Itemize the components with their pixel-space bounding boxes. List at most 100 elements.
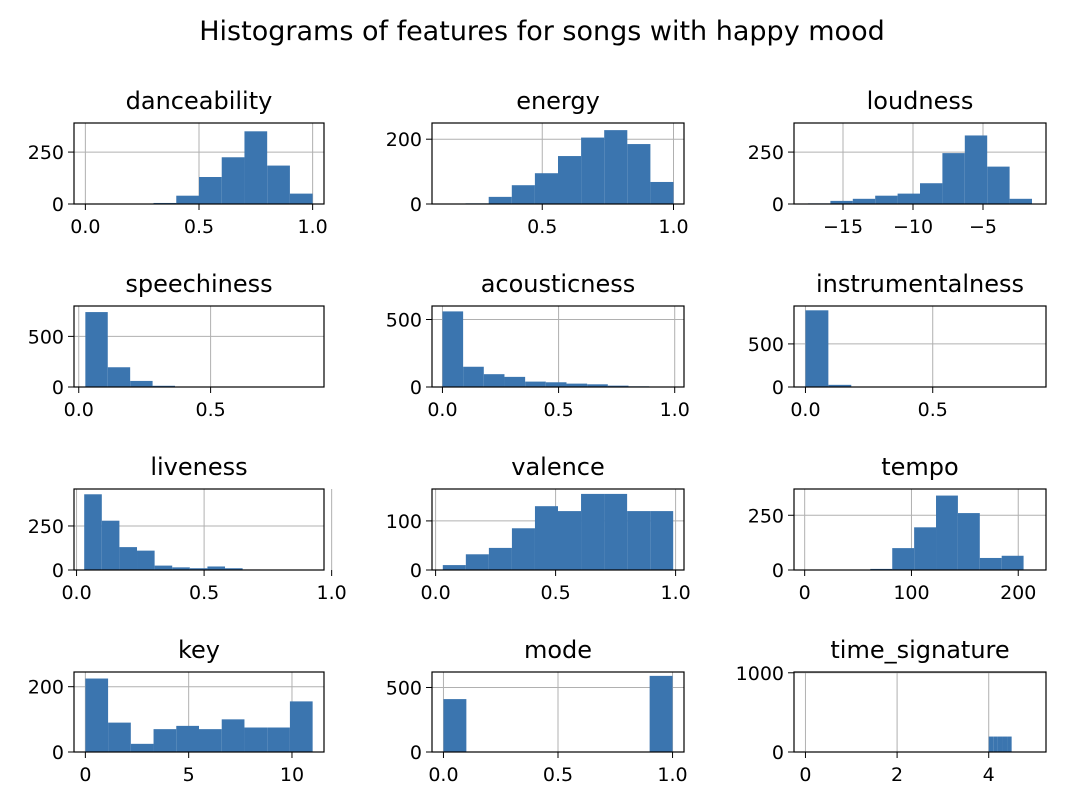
axes-frame bbox=[431, 122, 685, 205]
histogram-bar bbox=[830, 200, 853, 204]
y-tick-label: 200 bbox=[386, 129, 422, 151]
histogram-bar bbox=[1009, 198, 1032, 204]
x-tick-label: 0 bbox=[79, 764, 91, 786]
y-tick-label: 0 bbox=[772, 194, 784, 216]
y-tick-label: 0 bbox=[772, 742, 784, 764]
histogram-bar bbox=[189, 568, 208, 570]
subplot-title: key bbox=[178, 636, 220, 664]
histogram-bar bbox=[607, 385, 629, 387]
axes-frame bbox=[793, 671, 1047, 753]
x-tick-label: 10 bbox=[280, 764, 304, 786]
histogram-bar bbox=[1001, 555, 1024, 570]
y-tick-label: 0 bbox=[410, 742, 422, 764]
histogram-bar bbox=[649, 675, 673, 752]
histogram-bar bbox=[488, 547, 512, 570]
x-tick-label: 0.5 bbox=[543, 399, 573, 421]
histogram-bar bbox=[979, 557, 1002, 570]
x-tick-label: 1.0 bbox=[660, 582, 690, 604]
y-tick-label: 0 bbox=[772, 377, 784, 399]
figure-title: Histograms of features for songs with ha… bbox=[199, 16, 885, 47]
x-tick-label: 0.5 bbox=[540, 582, 570, 604]
histogram-bar bbox=[130, 743, 154, 752]
histogram-bar bbox=[199, 177, 222, 204]
x-tick-label: 0.0 bbox=[64, 399, 94, 421]
x-tick-label: 0.5 bbox=[543, 764, 573, 786]
x-tick-label: 0.0 bbox=[61, 582, 91, 604]
x-tick-label: 0.5 bbox=[195, 399, 225, 421]
subplot-acousticness: 0.0 0.5 1.0 0 500 acousticness bbox=[386, 270, 690, 421]
histogram-bar bbox=[964, 135, 988, 204]
subplot-title: time_signature bbox=[830, 636, 1009, 664]
histogram-bar bbox=[627, 144, 651, 204]
histogram-bar bbox=[176, 195, 199, 204]
histogram-bar bbox=[897, 193, 920, 204]
histogram-bar bbox=[463, 366, 484, 387]
subplot-title: mode bbox=[524, 636, 592, 664]
histogram-bar bbox=[442, 565, 466, 570]
histogram-bar bbox=[511, 185, 535, 204]
histogram-bar bbox=[828, 384, 852, 387]
histogram-bar bbox=[936, 495, 958, 570]
subplot-mode: 0.0 0.5 1.0 0 500 mode bbox=[386, 636, 688, 786]
histogram-bar bbox=[604, 493, 628, 570]
x-tick-label: 1.0 bbox=[317, 582, 347, 604]
histogram-bar bbox=[221, 157, 245, 204]
subplot-title: liveness bbox=[150, 453, 247, 481]
axes-frame bbox=[793, 122, 1047, 205]
x-tick-label: 1.0 bbox=[658, 216, 688, 238]
subplot-instrumentalness: 0.0 0.5 0 500 instrumentalness bbox=[748, 270, 1047, 421]
x-tick-label: 0 bbox=[799, 764, 811, 786]
subplot-title: acousticness bbox=[481, 270, 636, 298]
histogram-bar bbox=[137, 550, 155, 570]
histogram-bar bbox=[267, 727, 290, 752]
histogram-bar bbox=[225, 568, 243, 570]
y-tick-label: 0 bbox=[52, 742, 64, 764]
x-tick-label: 0.0 bbox=[428, 764, 458, 786]
x-tick-label: 1.0 bbox=[298, 216, 328, 238]
subplot-valence: 0.0 0.5 1.0 0 100 valence bbox=[386, 453, 691, 604]
histogram-bar bbox=[176, 725, 199, 752]
x-tick-label: 4 bbox=[983, 764, 995, 786]
histogram-bar bbox=[581, 493, 605, 570]
y-tick-label: 500 bbox=[386, 677, 422, 699]
histogram-bar bbox=[199, 729, 222, 752]
histogram-bar bbox=[892, 548, 915, 570]
histogram-bar bbox=[988, 736, 994, 752]
histogram-bar bbox=[650, 511, 674, 570]
histogram-bar bbox=[483, 374, 505, 387]
subplot-title: tempo bbox=[881, 453, 958, 481]
y-tick-label: 0 bbox=[52, 560, 64, 582]
x-tick-label: 0 bbox=[799, 582, 811, 604]
subplot-energy: 0.5 1.0 0 200 energy bbox=[386, 87, 689, 238]
y-tick-label: 250 bbox=[748, 505, 784, 527]
subplot-liveness: 0.0 0.5 1.0 0 250 liveness bbox=[28, 453, 347, 604]
x-tick-label: −5 bbox=[969, 216, 997, 238]
x-tick-label: 0.0 bbox=[427, 399, 457, 421]
histogram-bar bbox=[604, 130, 628, 204]
histogram-bar bbox=[85, 678, 109, 752]
histogram-bar bbox=[805, 310, 829, 387]
subplot-title: energy bbox=[516, 87, 600, 115]
x-tick-label: 0.5 bbox=[189, 582, 219, 604]
axes-frame bbox=[73, 671, 325, 753]
axes-frame bbox=[73, 488, 325, 571]
x-tick-label: 0.0 bbox=[420, 582, 450, 604]
histogram-bar bbox=[207, 566, 226, 570]
histogram-bar bbox=[1002, 736, 1008, 752]
subplot-title: speechiness bbox=[125, 270, 272, 298]
y-tick-label: 0 bbox=[52, 194, 64, 216]
y-tick-label: 0 bbox=[410, 560, 422, 582]
histogram-bar bbox=[914, 527, 937, 570]
y-tick-label: 0 bbox=[410, 194, 422, 216]
histogram-bar bbox=[511, 528, 535, 570]
subplot-speechiness: 0.0 0.5 0 500 speechiness bbox=[28, 270, 325, 421]
y-tick-label: 0 bbox=[772, 560, 784, 582]
x-tick-label: 0.0 bbox=[790, 399, 820, 421]
histogram-bar bbox=[101, 520, 120, 570]
subplot-loudness: −15 −10 −5 0 250 loudness bbox=[748, 87, 1047, 238]
histogram-bar bbox=[289, 701, 313, 752]
histogram-bar bbox=[1007, 736, 1012, 752]
x-tick-label: 100 bbox=[893, 582, 929, 604]
histogram-bar bbox=[987, 166, 1010, 204]
histogram-bar bbox=[119, 547, 138, 570]
